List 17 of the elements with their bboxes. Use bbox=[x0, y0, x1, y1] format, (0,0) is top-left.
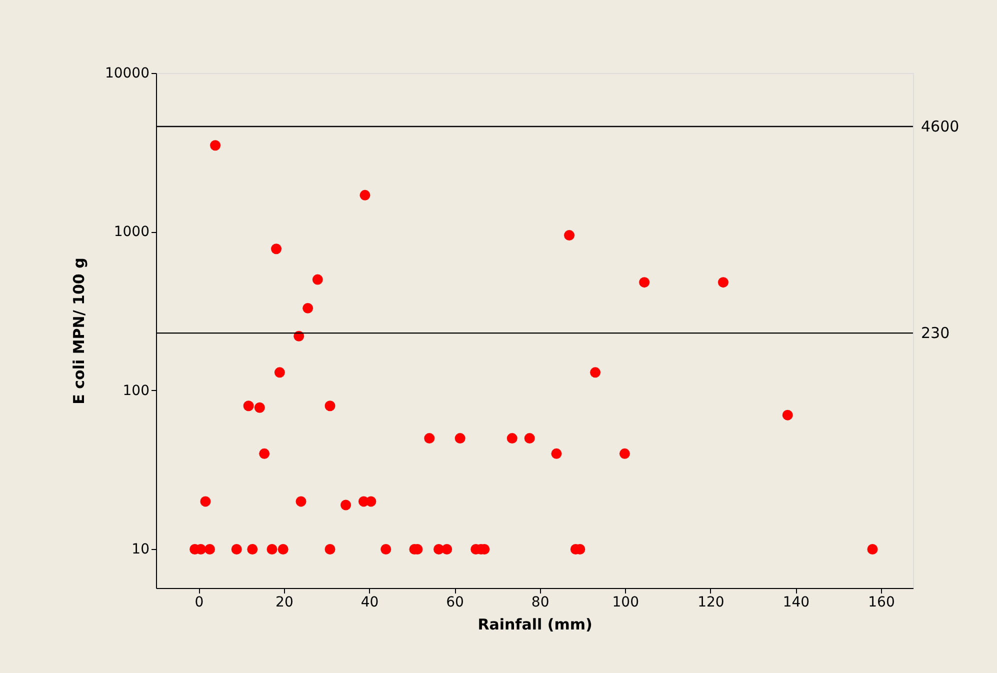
x-tick-label: 80 bbox=[531, 594, 550, 610]
y-tick-label: 10 bbox=[132, 542, 150, 558]
x-axis-title: Rainfall (mm) bbox=[478, 616, 592, 634]
x-tick-label: 20 bbox=[276, 594, 294, 610]
x-tick-label: 0 bbox=[194, 594, 204, 610]
ref-line-label: 4600 bbox=[921, 118, 960, 136]
y-tick-label: 10000 bbox=[104, 66, 150, 82]
y-tick-label: 100 bbox=[122, 382, 150, 399]
x-tick-label: 120 bbox=[698, 594, 724, 610]
x-tick-label: 160 bbox=[868, 594, 895, 610]
x-tick-label: 140 bbox=[782, 594, 810, 610]
x-tick-label: 60 bbox=[446, 594, 464, 610]
x-tick-label: 100 bbox=[612, 594, 639, 610]
y-tick-label: 1000 bbox=[114, 224, 150, 240]
ref-line-label: 230 bbox=[921, 324, 950, 342]
x-tick-label: 40 bbox=[360, 594, 379, 610]
y-axis-title: E coli MPN/ 100 g bbox=[70, 258, 88, 404]
